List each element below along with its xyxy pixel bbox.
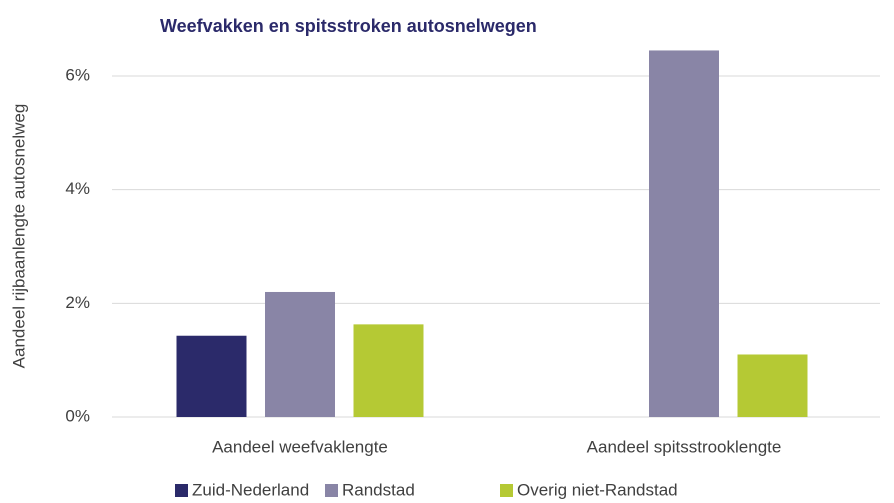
legend-label: Zuid-Nederland (192, 480, 309, 499)
chart-title: Weefvakken en spitsstroken autosnelwegen (160, 16, 537, 36)
y-tick-label: 4% (65, 179, 90, 198)
legend-swatch (325, 484, 338, 497)
y-tick-label: 6% (65, 66, 90, 85)
y-tick-label: 2% (65, 293, 90, 312)
y-tick-label: 0% (65, 406, 90, 425)
legend-swatch (175, 484, 188, 497)
bar (649, 50, 719, 417)
y-axis-label: Aandeel rijbaanlengte autosnelweg (9, 104, 28, 369)
legend-label: Randstad (342, 480, 415, 499)
legend-label: Overig niet-Randstad (517, 480, 678, 499)
bar (353, 324, 424, 417)
x-tick-label: Aandeel spitsstrooklengte (587, 437, 782, 456)
x-tick-label: Aandeel weefvaklengte (212, 437, 388, 456)
legend-swatch (500, 484, 513, 497)
bar (176, 335, 247, 417)
bar (737, 354, 808, 417)
bar (265, 291, 335, 417)
